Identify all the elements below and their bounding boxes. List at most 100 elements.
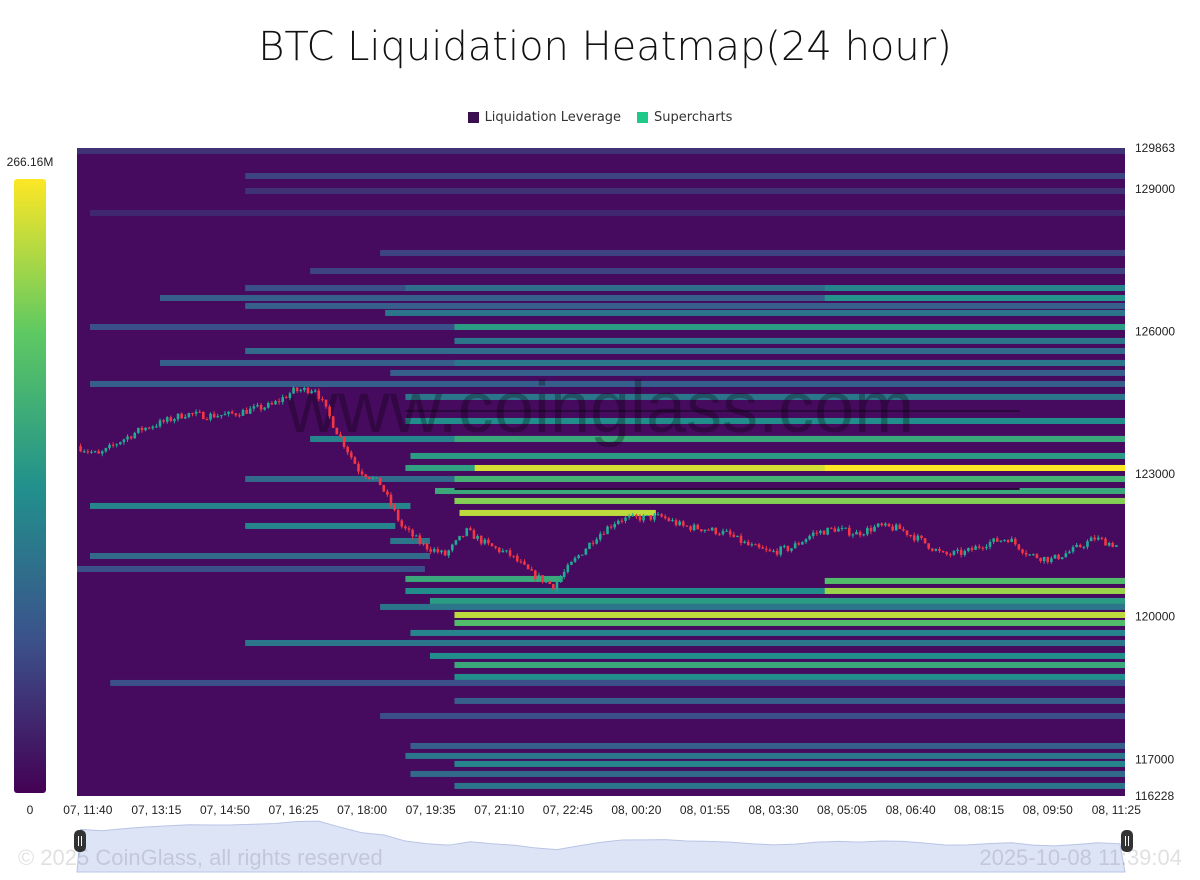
candle-body [692, 524, 696, 531]
candle-body [537, 575, 541, 580]
candle-body [216, 416, 220, 418]
candle-body [963, 550, 967, 555]
y-tick-label: 129000 [1135, 182, 1175, 196]
candle-body [938, 549, 941, 551]
candle-body [667, 518, 671, 521]
navigator-handle-right[interactable] [1121, 830, 1133, 852]
candle-body [292, 387, 295, 394]
candle-body [400, 520, 404, 527]
candle-body [97, 451, 100, 454]
candle-body [949, 554, 952, 556]
range-navigator[interactable] [74, 820, 1133, 873]
candle-body [252, 406, 256, 409]
candle-body [108, 444, 111, 449]
candle-body [1053, 554, 1057, 559]
navigator-handle-left[interactable] [74, 830, 86, 852]
heatmap-band [454, 782, 1126, 789]
heatmap-band [454, 487, 1020, 490]
candle-body [584, 548, 588, 555]
heatmap-band [410, 452, 1125, 459]
heatmap-band [454, 475, 1126, 482]
heatmap-bands [77, 147, 1126, 789]
candle-body [515, 555, 519, 562]
heatmap-band [824, 577, 1125, 584]
candle-body [884, 523, 887, 526]
candle-body [855, 531, 858, 535]
y-axis: 129863 129000 126000 123000 120000 117000 1162… [1135, 141, 1175, 803]
candle-body [447, 550, 451, 556]
candle-body [761, 547, 764, 549]
candle-body [956, 549, 959, 552]
candle-body [577, 555, 580, 558]
candle-body [321, 398, 324, 400]
heatmap-band [474, 464, 1125, 471]
candle-body [862, 534, 866, 536]
candle-body [678, 521, 681, 526]
candle-body [1111, 542, 1115, 547]
heatmap-band [390, 537, 430, 544]
candle-body [981, 547, 985, 549]
candle-body [999, 540, 1003, 542]
candle-body [840, 527, 844, 529]
candle-body [685, 525, 689, 527]
candle-body [844, 527, 847, 529]
candle-body [1010, 538, 1013, 543]
candle-body [86, 451, 90, 453]
candle-body [119, 442, 122, 445]
candle-body [580, 554, 584, 556]
candle-body [357, 463, 360, 472]
legend-item-liquidation-leverage[interactable]: Liquidation Leverage [467, 110, 621, 125]
candle-body [162, 420, 165, 422]
candle-body [638, 516, 642, 521]
heatmap-band [405, 393, 1125, 400]
candle-body [194, 411, 198, 414]
candle-body [187, 413, 191, 418]
candle-body [891, 526, 894, 531]
x-tick-label: 07, 22:45 [543, 803, 593, 817]
candle-body [180, 413, 183, 419]
candle-body [266, 403, 270, 408]
legend-item-supercharts[interactable]: Supercharts [637, 110, 732, 125]
candle-body [645, 515, 649, 517]
heatmap-band [77, 565, 425, 572]
candle-body [212, 413, 216, 418]
x-tick-label: 08, 00:20 [611, 803, 661, 817]
candle-body [479, 535, 483, 544]
candle-body [158, 420, 162, 427]
candle-body [757, 544, 761, 548]
candle-body [995, 538, 999, 542]
candle-body [880, 523, 884, 526]
candle-body [277, 401, 281, 403]
candle-body [959, 549, 963, 555]
candle-body [674, 520, 678, 526]
candle-body [866, 527, 869, 535]
candle-body [804, 539, 808, 543]
candle-body [977, 546, 981, 548]
candle-body [811, 532, 815, 536]
x-tick-label: 08, 08:15 [954, 803, 1004, 817]
candle-body [432, 549, 436, 552]
candle-body [923, 538, 927, 544]
candle-body [1096, 537, 1100, 540]
y-tick-label: 120000 [1135, 610, 1175, 624]
candle-body [649, 515, 653, 520]
y-tick-label: 116228 [1135, 789, 1174, 803]
candle-body [746, 541, 750, 546]
candle-body [595, 539, 598, 544]
candle-body [1032, 554, 1035, 556]
candle-body [490, 543, 494, 547]
candle-body [930, 548, 934, 551]
colorbar-min-label: 0 [27, 803, 34, 817]
heatmap-band [310, 267, 1125, 274]
heatmap-band [385, 309, 1125, 316]
candle-body [1024, 552, 1028, 555]
candle-body [905, 530, 909, 535]
candle-body [79, 446, 82, 452]
heatmap-band [89, 209, 1126, 216]
candle-body [436, 549, 440, 553]
candle-body [339, 434, 342, 437]
heatmap-band [405, 285, 1125, 292]
candle-body [1089, 537, 1093, 542]
x-tick-label: 08, 01:55 [680, 803, 730, 817]
heatmap-band [405, 409, 1020, 412]
